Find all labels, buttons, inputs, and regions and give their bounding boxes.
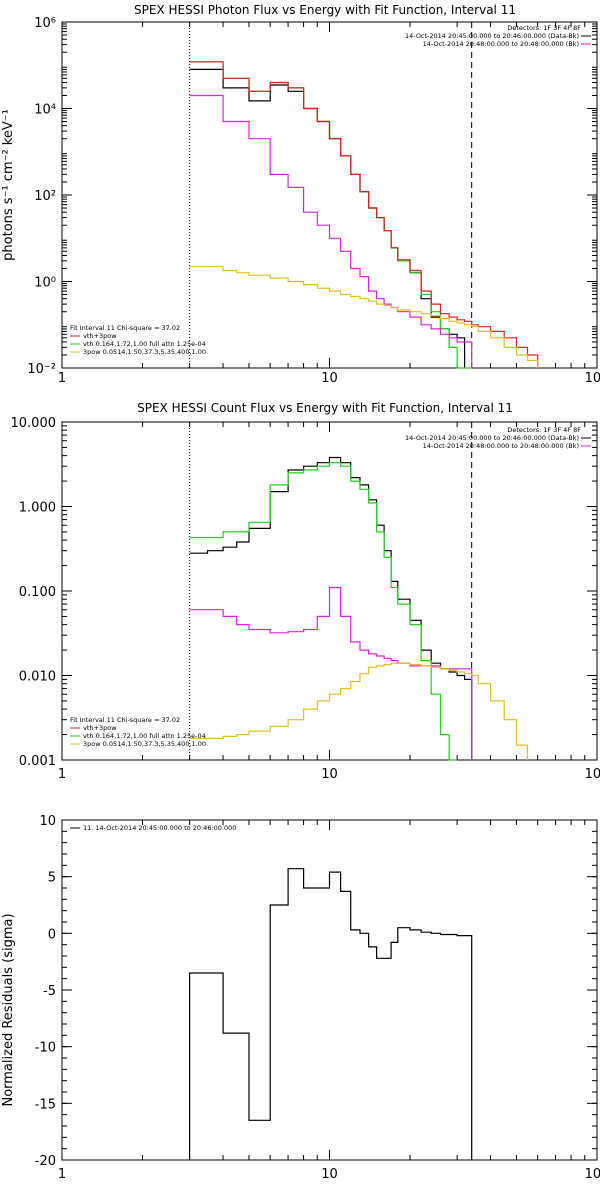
y-tick-label: -20	[35, 1154, 56, 1169]
legend-label-0: 11. 14-Oct-2014 20:45:00.000 to 20:46:00…	[83, 824, 236, 832]
legend-label-1: vth 0.164,1.72,1.00 full attn 1.25e-04	[83, 732, 206, 740]
series-3-line	[189, 662, 529, 760]
count-flux-panel: SPEX HESSI Count Flux vs Energy with Fit…	[11, 401, 600, 782]
x-tick-label: 10	[321, 767, 338, 782]
x-tick-label: 100	[585, 767, 600, 782]
residuals-panel: Normalized Residuals (sigma) 110100-20-1…	[1, 814, 600, 1182]
series-4-line	[189, 266, 539, 368]
y-tick-label: 0.001	[19, 754, 56, 769]
y-tick-label: 0.100	[19, 585, 56, 600]
series-1-line	[189, 462, 458, 761]
legend-label-1: vth 0.164,1.72,1.00 full attn 1.25e-04	[83, 340, 206, 348]
fit-info-label: Fit Interval 11 Chi-square = 37.02	[70, 716, 180, 724]
fit-info-label: Fit Interval 11 Chi-square = 37.02	[70, 324, 180, 332]
header-line-1: 14-Oct-2014 20:48:00.000 to 20:48:00.000…	[423, 40, 579, 48]
x-tick-label: 10	[321, 1167, 338, 1182]
header-line-0: 14-Oct-2014 20:45:00.000 to 20:46:00.000…	[405, 32, 579, 40]
residuals-plot-area	[61, 819, 598, 1161]
y-tick-label: -10	[35, 1041, 56, 1056]
x-tick-label: 100	[585, 1167, 600, 1182]
x-tick-label: 1	[58, 371, 66, 386]
x-tick-label: 1	[58, 767, 66, 782]
y-tick-label: 10	[39, 814, 56, 829]
header-line-0: 14-Oct-2014 20:45:00.000 to 20:46:00.000…	[405, 434, 579, 442]
y-tick-label: 0.010	[19, 670, 56, 685]
series-0-line	[189, 456, 473, 760]
photon-flux-title: SPEX HESSI Photon Flux vs Energy with Fi…	[134, 3, 516, 17]
count-flux-title: SPEX HESSI Count Flux vs Energy with Fit…	[137, 401, 513, 415]
y-tick-label: 10.000	[11, 416, 57, 431]
y-tick-label: 5	[48, 871, 56, 886]
x-tick-label: 100	[585, 371, 600, 386]
y-tick-label: 10⁶	[34, 16, 56, 31]
legend-label-2: 3pow 0.0514,1.50,37.3,5.35,400,1.00	[83, 348, 206, 356]
y-tick-label: 0	[48, 927, 56, 942]
x-tick-label: 10	[321, 371, 338, 386]
y-tick-label: -5	[43, 984, 56, 999]
y-tick-label: 10⁻²	[27, 362, 56, 377]
photon-flux-ylabel: photons s⁻¹ cm⁻² keV⁻¹	[1, 109, 16, 261]
y-tick-label: 10⁴	[34, 103, 56, 118]
series-1-line	[189, 61, 472, 369]
photon-flux-panel: SPEX HESSI Photon Flux vs Energy with Fi…	[1, 3, 600, 386]
legend-label-0: vth+3pow	[83, 724, 117, 732]
header-line-1: 14-Oct-2014 20:48:00.000 to 20:48:00.000…	[423, 442, 579, 450]
series-2-line	[189, 61, 539, 368]
series-0-line	[189, 68, 466, 368]
detectors-label: Detectors: 1F 3F 4F 8F	[507, 24, 581, 32]
legend-label-0: vth+3pow	[83, 332, 117, 340]
y-tick-label: -15	[35, 1097, 56, 1112]
detectors-label: Detectors: 1F 3F 4F 8F	[507, 426, 581, 434]
legend-label-2: 3pow 0.0514,1.50,37.3,5.35,400,1.00	[83, 740, 206, 748]
y-tick-label: 1.000	[19, 501, 56, 516]
photon-flux-plot-area	[61, 21, 598, 369]
series-3-line	[189, 94, 473, 368]
residuals-ylabel: Normalized Residuals (sigma)	[1, 913, 16, 1106]
series-0-line	[189, 868, 473, 1160]
x-tick-label: 1	[58, 1167, 66, 1182]
y-tick-label: 10⁰	[34, 276, 56, 291]
y-tick-label: 10²	[34, 189, 56, 204]
series-2-line	[189, 586, 473, 760]
